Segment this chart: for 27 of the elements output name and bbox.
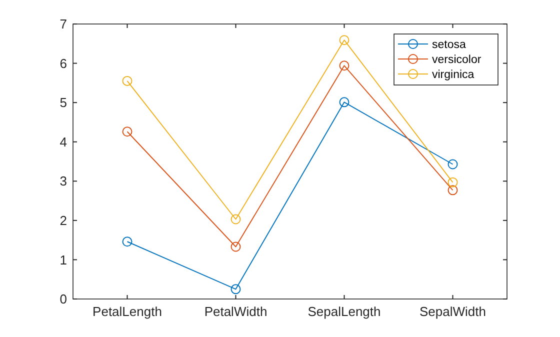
point bbox=[230, 284, 241, 294]
y-tick-label: 4 bbox=[60, 134, 67, 150]
point bbox=[448, 185, 458, 196]
y-tick-label: 5 bbox=[60, 95, 67, 110]
y-tick-label: 2 bbox=[60, 212, 67, 228]
x-tick-label: PetalWidth bbox=[204, 304, 268, 319]
x-tick-label: SepalLength bbox=[308, 304, 381, 319]
point bbox=[122, 76, 132, 86]
x-tick-label: SepalWidth bbox=[420, 304, 486, 319]
legend-label: versicolor bbox=[432, 54, 482, 66]
point bbox=[230, 242, 241, 252]
point bbox=[339, 97, 350, 108]
point bbox=[339, 35, 350, 46]
legend-label: setosa bbox=[432, 39, 466, 52]
point bbox=[448, 177, 458, 188]
point bbox=[122, 126, 132, 137]
point bbox=[448, 159, 458, 170]
x-tick-label: PetalLength bbox=[92, 304, 162, 319]
y-tick-label: 7 bbox=[60, 16, 67, 32]
y-tick-label: 3 bbox=[60, 174, 67, 189]
y-tick-label: 0 bbox=[60, 292, 67, 307]
y-tick-label: 1 bbox=[60, 252, 67, 268]
point bbox=[122, 236, 132, 247]
point bbox=[339, 60, 350, 71]
legend-label: virginica bbox=[432, 69, 475, 82]
y-tick-label: 6 bbox=[60, 56, 67, 71]
point bbox=[230, 214, 241, 224]
